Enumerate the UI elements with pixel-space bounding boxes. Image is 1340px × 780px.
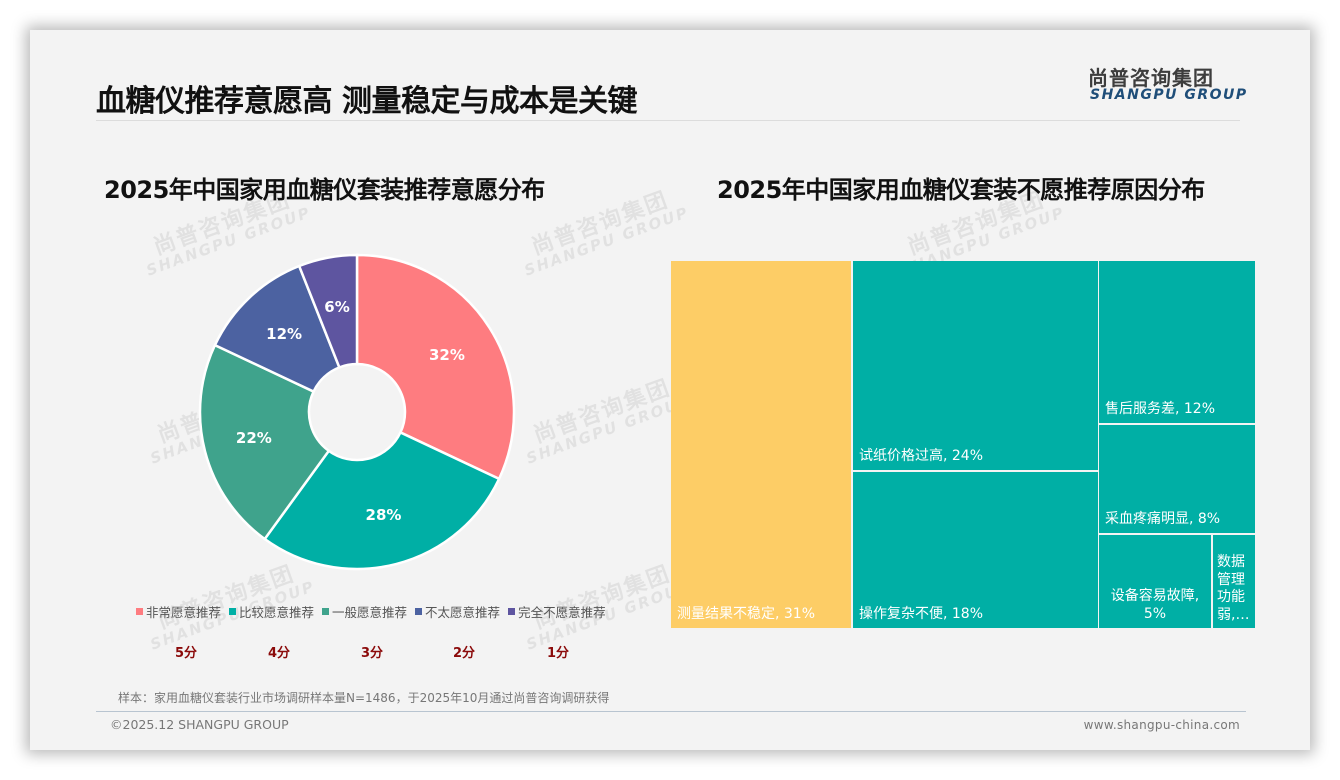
legend-item: 非常愿意推荐	[136, 602, 221, 621]
score-label: 2分	[452, 646, 476, 661]
legend-label: 完全不愿意推荐	[518, 605, 606, 620]
score-label: 4分	[267, 646, 291, 661]
slice-label: 28%	[365, 506, 402, 525]
treemap-cell: 试纸价格过高, 24%	[853, 261, 1098, 470]
legend-label: 不太愿意推荐	[425, 605, 501, 620]
slice-label: 12%	[266, 325, 303, 344]
treemap-chart: 测量结果不稳定, 31% 试纸价格过高, 24% 操作复杂不便, 18% 售后服务差,…	[671, 261, 1255, 628]
donut-slice	[198, 343, 331, 541]
treemap-label: 设备容易故障, 5%	[1110, 588, 1200, 622]
legend-item: 完全不愿意推荐	[508, 602, 606, 621]
treemap-label: 采血疼痛明显, 8%	[1105, 510, 1221, 527]
treemap-cell: 设备容易故障, 5%	[1099, 535, 1211, 628]
website-link[interactable]: www.shangpu-china.com	[1083, 718, 1240, 732]
score-label: 3分	[360, 646, 384, 661]
donut-slice	[355, 253, 516, 481]
legend-item: 一般愿意推荐	[322, 602, 407, 621]
legend-label: 比较愿意推荐	[239, 605, 315, 620]
slice-label: 22%	[235, 429, 272, 448]
score-label: 1分	[546, 646, 570, 661]
legend-swatch-icon	[508, 608, 516, 615]
donut-chart	[198, 253, 516, 571]
legend-swatch-icon	[415, 608, 423, 615]
footer-divider	[96, 711, 1246, 712]
legend-label: 一般愿意推荐	[332, 605, 408, 620]
treemap-cell: 数据 管理 功能 弱,…	[1213, 535, 1255, 628]
donut-slice	[213, 264, 341, 394]
treemap-label: 售后服务差, 12%	[1105, 400, 1216, 417]
legend-swatch-icon	[136, 608, 143, 615]
treemap-label: 数据 管理 功能 弱,…	[1217, 554, 1250, 623]
slice-label: 32%	[428, 345, 465, 364]
treemap-label: 试纸价格过高, 24%	[859, 447, 984, 464]
slice-label: 6%	[324, 298, 350, 317]
legend-item: 比较愿意推荐	[229, 602, 314, 621]
logo-text-cn: 尚普咨询集团	[1088, 66, 1214, 90]
score-label: 5分	[174, 646, 198, 661]
legend-swatch-icon	[322, 608, 330, 615]
donut-chart-title: 2025年中国家用血糖仪套装推荐意愿分布	[104, 176, 545, 204]
treemap-cell: 采血疼痛明显, 8%	[1099, 425, 1255, 533]
logo-text-en: SHANGPU GROUP	[1090, 87, 1248, 103]
legend-label: 非常愿意推荐	[146, 605, 222, 620]
legend-item: 不太愿意推荐	[415, 602, 500, 621]
treemap-cell: 操作复杂不便, 18%	[853, 472, 1098, 628]
page-title: 血糖仪推荐意愿高 测量稳定与成本是关键	[96, 84, 637, 119]
sample-note: 样本：家用血糖仪套装行业市场调研样本量N=1486，于2025年10月通过尚普咨…	[118, 691, 610, 705]
chart-legend: 非常愿意推荐 比较愿意推荐 一般愿意推荐 不太愿意推荐 完全不愿意推荐	[136, 602, 606, 621]
title-divider	[96, 120, 1240, 121]
legend-swatch-icon	[229, 608, 237, 615]
donut-slice	[297, 253, 359, 369]
copyright: ©2025.12 SHANGPU GROUP	[110, 717, 289, 732]
treemap-cell: 测量结果不稳定, 31%	[671, 261, 851, 628]
slide: 尚普咨询集团 SHANGPU GROUP 尚普咨询集团 SHANGPU GROUP …	[30, 30, 1310, 750]
donut-slice	[262, 430, 501, 571]
treemap-cell: 售后服务差, 12%	[1099, 261, 1255, 423]
treemap-label: 操作复杂不便, 18%	[859, 605, 984, 622]
treemap-title: 2025年中国家用血糖仪套装不愿推荐原因分布	[717, 176, 1205, 204]
treemap-label: 测量结果不稳定, 31%	[677, 605, 816, 622]
